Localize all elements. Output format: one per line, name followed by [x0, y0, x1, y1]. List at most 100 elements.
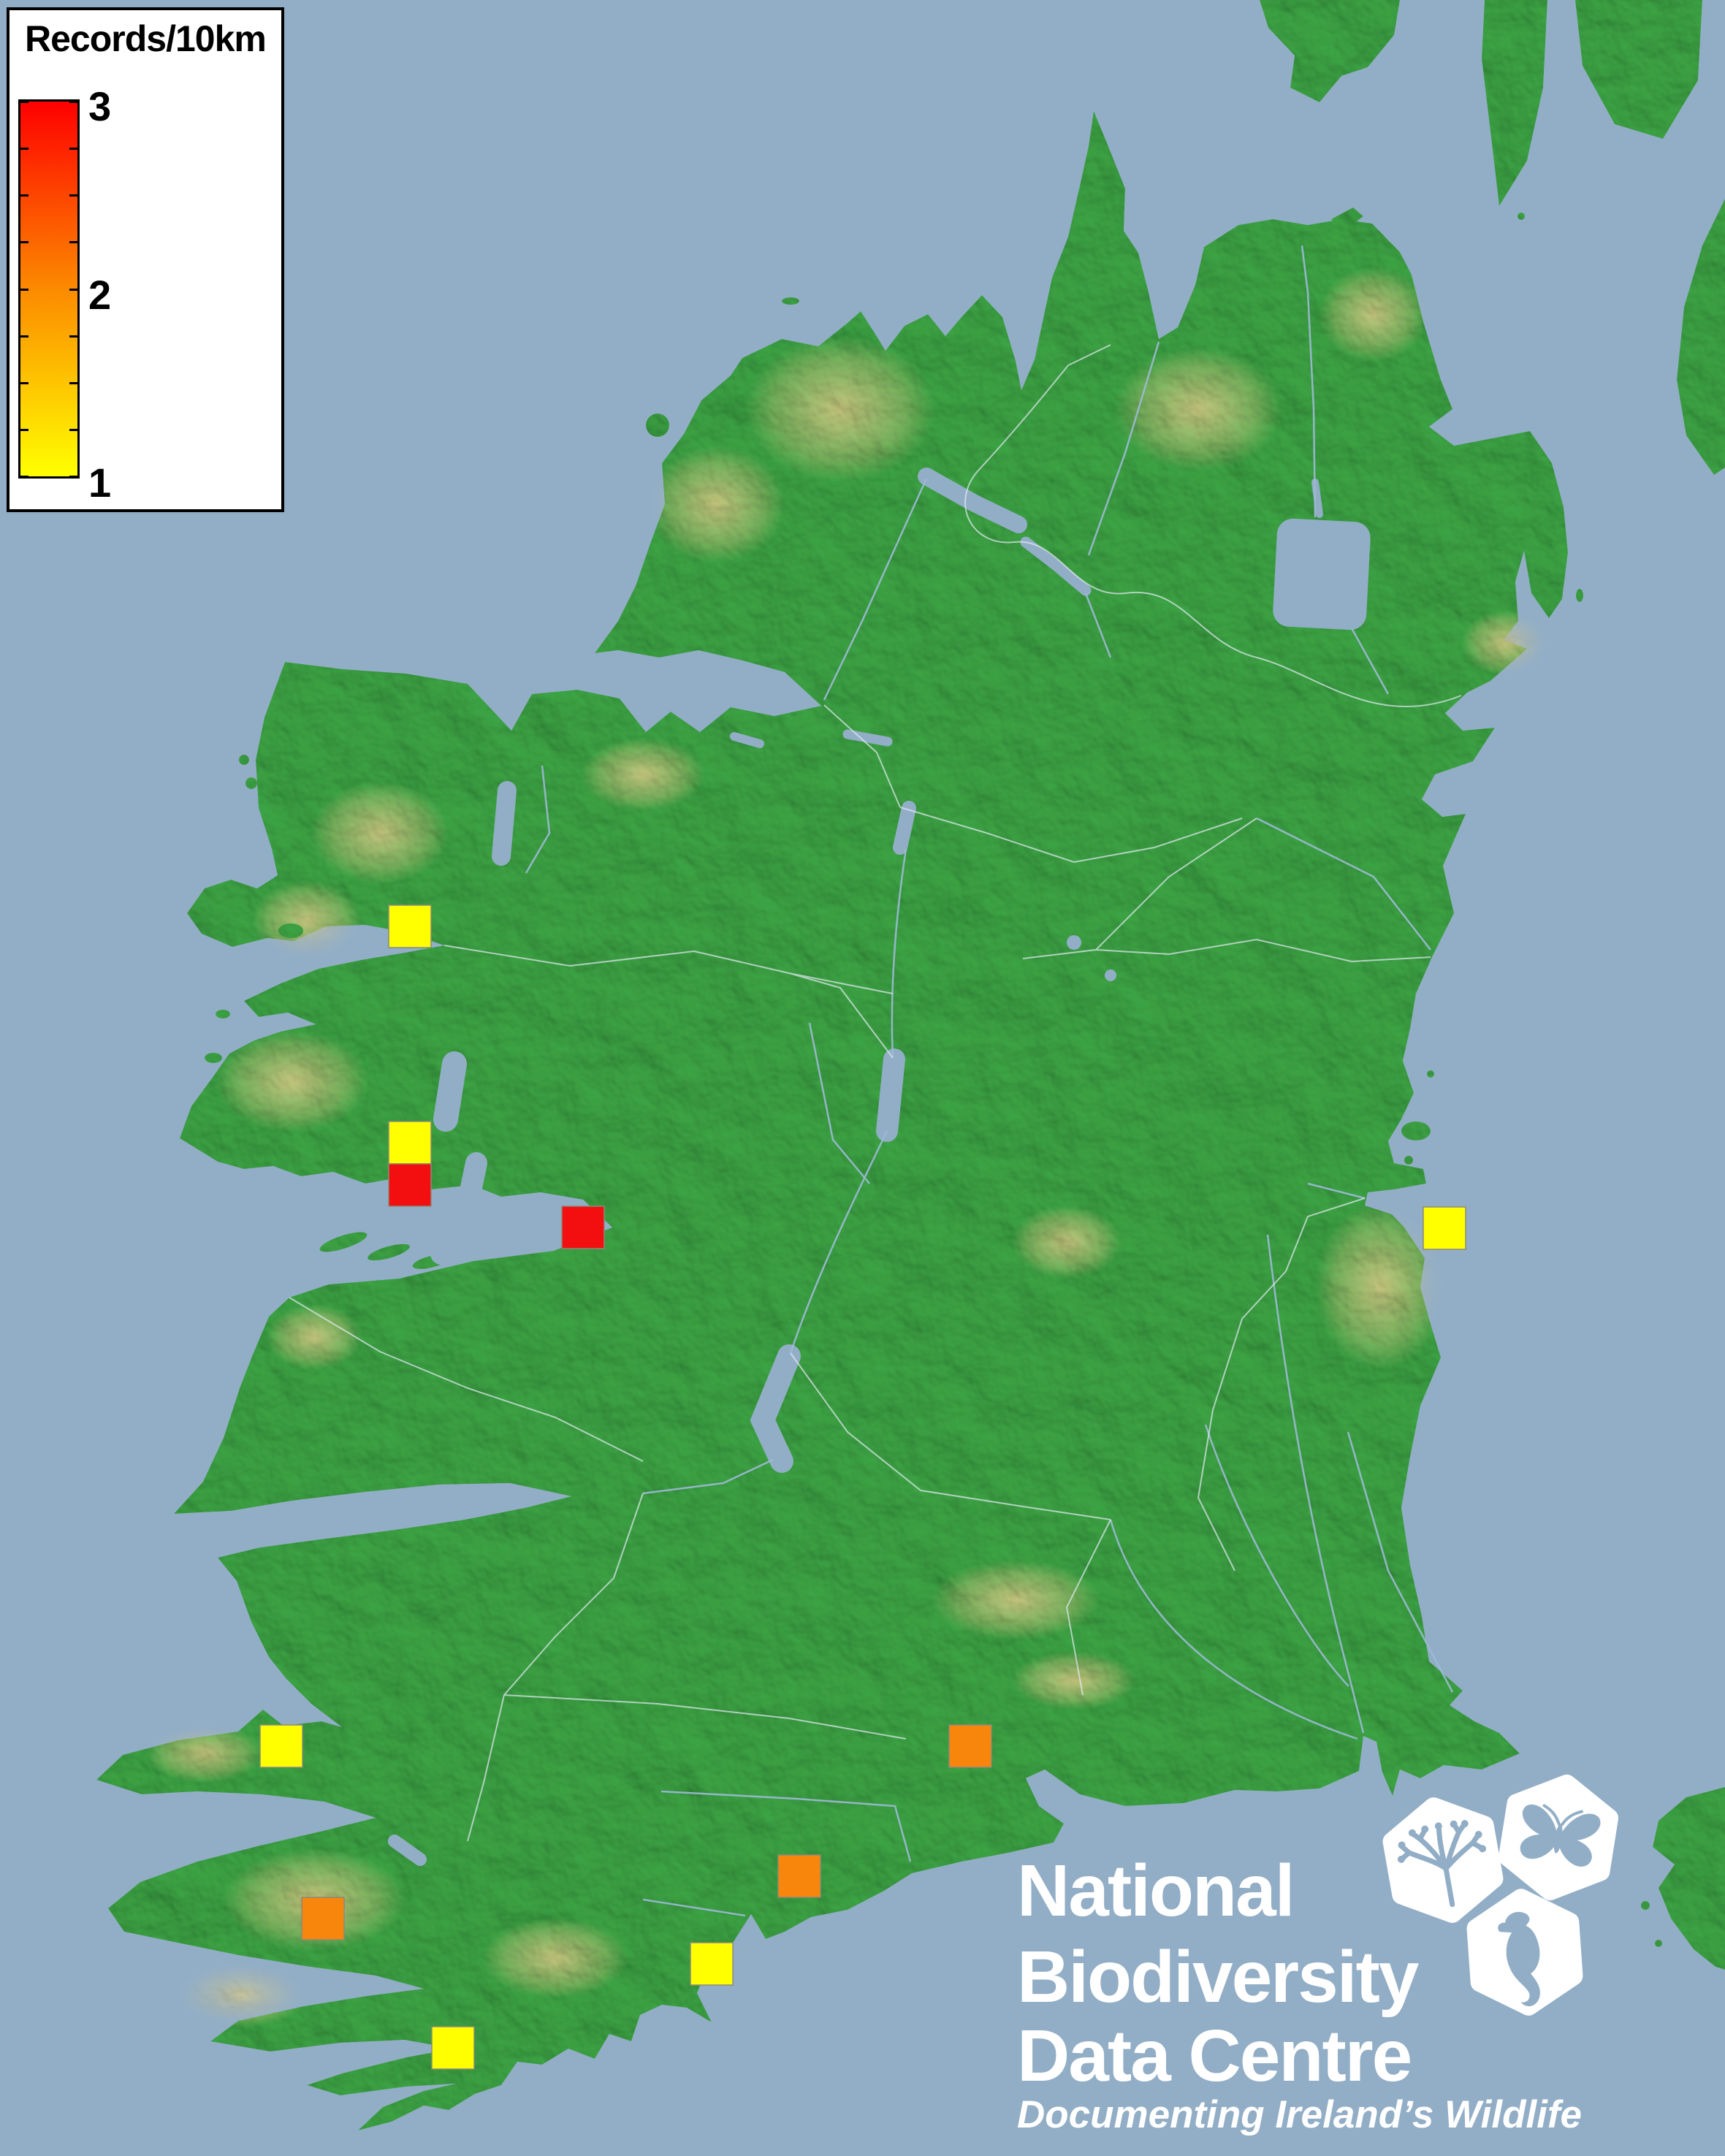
- river-blackwater: [660, 1790, 912, 1862]
- inishturk: [216, 1010, 230, 1018]
- river-shannon: [642, 848, 907, 1495]
- river-bann: [1301, 245, 1390, 695]
- legend-tick: [20, 335, 28, 338]
- legend-tick: [69, 476, 77, 478]
- lough-erne-lower: [918, 468, 1027, 533]
- legend-tick: [20, 381, 28, 384]
- county-borders: [289, 344, 1462, 1842]
- legend-title: Records/10km: [25, 18, 267, 59]
- landmasses: [96, 0, 1725, 2130]
- record-square-3-records: [561, 1205, 605, 1249]
- river-suir: [1109, 1519, 1358, 1740]
- killarney-lakes: [388, 1835, 427, 1866]
- legend-tick: [69, 241, 77, 244]
- lakes: [388, 468, 1371, 1866]
- lough-erne-upper: [1020, 536, 1092, 596]
- sprig-hexagon-icon: [1382, 1797, 1504, 1923]
- legend-tick: [69, 194, 77, 197]
- record-square-1-records: [388, 1121, 432, 1165]
- aranmore: [646, 414, 669, 437]
- lough-conn: [492, 781, 517, 866]
- record-square-2-records: [948, 1724, 992, 1768]
- river-slaney: [1347, 1431, 1454, 1693]
- record-square-1-records: [1423, 1206, 1466, 1250]
- tory-island: [782, 297, 799, 305]
- river-nore: [1204, 1424, 1349, 1687]
- river-suck: [808, 1022, 870, 1184]
- logo-hexagons: [1382, 1774, 1619, 2016]
- record-square-3-records: [388, 1163, 432, 1207]
- legend-tick: [69, 381, 77, 384]
- inishbofin: [205, 1053, 222, 1063]
- legend-tick: [69, 288, 77, 291]
- kintyre: [1677, 199, 1725, 475]
- aran-island-2: [368, 1243, 410, 1261]
- legend-label-max: 3: [88, 83, 112, 129]
- river-boyne: [1256, 817, 1431, 951]
- legend-tick: [69, 101, 77, 103]
- butterfly-hexagon-icon: [1498, 1774, 1619, 1901]
- gigha-islet: [1518, 213, 1525, 220]
- record-square-1-records: [431, 2026, 475, 2070]
- ireland-landmass: [96, 111, 1568, 2130]
- legend-tick: [20, 241, 28, 244]
- legend-tick: [69, 148, 77, 151]
- legend-tick: [69, 428, 77, 431]
- jura: [1482, 0, 1547, 206]
- logo-tagline: Documenting Ireland’s Wildlife: [1017, 2093, 1582, 2136]
- inishkea-north: [239, 755, 249, 765]
- lough-ree: [876, 1048, 905, 1142]
- record-square-1-records: [388, 904, 432, 948]
- lough-corrib: [430, 1152, 487, 1265]
- record-square-1-records: [259, 1724, 303, 1768]
- legend-tick: [20, 194, 28, 197]
- record-square-1-records: [690, 1942, 734, 1986]
- record-square-2-records: [777, 1854, 821, 1898]
- nbdc-logo: National Biodiversity Data Centre Docume…: [1017, 1774, 1619, 2136]
- legend-tick: [20, 288, 28, 291]
- record-square-2-records: [301, 1897, 345, 1940]
- lough-allen: [893, 801, 916, 855]
- inishkea-south: [245, 777, 257, 789]
- clare-island: [278, 923, 303, 938]
- irelands-eye: [1404, 1156, 1413, 1165]
- river-erne: [823, 478, 1112, 701]
- logo-line-2: Biodiversity: [1017, 1936, 1420, 2018]
- rivers: [525, 245, 1454, 1917]
- legend-gradient-bar: [18, 99, 80, 479]
- legend-tick: [20, 428, 28, 431]
- legend-label-mid: 2: [88, 272, 112, 318]
- river-foyle: [1087, 341, 1160, 556]
- logo-line-3: Data Centre: [1017, 2015, 1411, 2097]
- legend-tick: [69, 335, 77, 338]
- river-barrow: [1266, 1234, 1365, 1734]
- small-islet: [1576, 589, 1583, 602]
- river-lee: [642, 1898, 746, 1917]
- record-squares: [259, 904, 1466, 2070]
- lough-gill: [730, 732, 764, 748]
- rathlin-island: [1331, 207, 1363, 231]
- lough-sheelin: [1105, 970, 1116, 981]
- scotland-fragments: [1260, 0, 1725, 602]
- rockabill: [1427, 1070, 1434, 1078]
- legend-label-min: 1: [88, 460, 112, 506]
- river-liffey: [1307, 1182, 1366, 1200]
- aran-island-1: [319, 1232, 368, 1252]
- lough-derg: [750, 1344, 801, 1473]
- logo-line-1: National: [1017, 1850, 1293, 1932]
- legend-tick: [20, 148, 28, 151]
- lough-melvin: [842, 729, 893, 747]
- arran: [1575, 0, 1702, 139]
- lough-beg: [1311, 479, 1323, 518]
- legend-tick: [20, 476, 28, 478]
- legend-tick: [20, 101, 28, 103]
- river-moy: [525, 765, 551, 874]
- islay: [1260, 0, 1400, 102]
- lambay-island: [1401, 1121, 1431, 1140]
- lough-derravaragh: [1067, 935, 1081, 950]
- wales-fragment: [1641, 1787, 1725, 1970]
- seahorse-hexagon-icon: [1466, 1889, 1583, 2016]
- legend-panel: Records/10km 3 2 1: [7, 7, 284, 512]
